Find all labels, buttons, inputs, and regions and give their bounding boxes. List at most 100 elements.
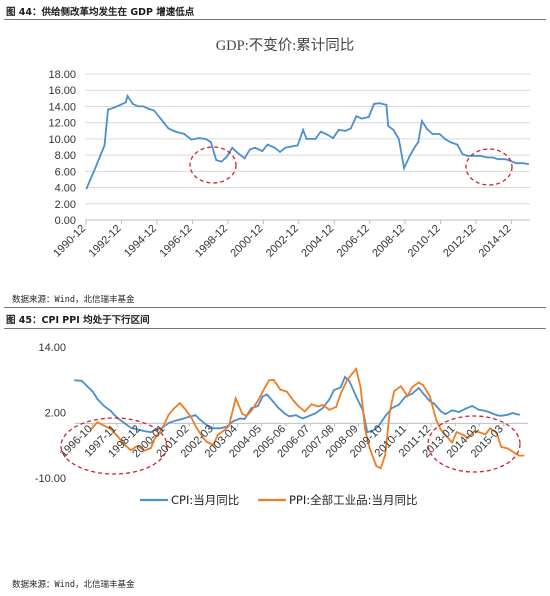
- ppi-data-point: [245, 414, 248, 417]
- ppi-data-point: [393, 390, 395, 393]
- gdp-data-point: [103, 144, 106, 147]
- gdp-data-point: [132, 103, 134, 105]
- cpi-data-point: [174, 419, 177, 422]
- ppi-data-point: [234, 397, 237, 400]
- ppi-data-point: [286, 390, 288, 393]
- ppi-data-point: [513, 452, 516, 454]
- ppi-data-point: [109, 428, 112, 430]
- ppi-data-point: [89, 429, 92, 431]
- figure-45-source: 数据来源：Wind，北信瑞丰基金: [12, 580, 135, 590]
- gdp-x-tick-label: 1992-12: [87, 223, 124, 260]
- gdp-data-point: [360, 117, 363, 120]
- gdp-data-point: [444, 138, 446, 140]
- gdp-data-point: [215, 159, 218, 161]
- gdp-data-point: [231, 146, 234, 149]
- gdp-data-point: [367, 116, 370, 118]
- gdp-data-point: [403, 167, 405, 170]
- cpi-data-point: [199, 418, 201, 421]
- ppi-data-point: [440, 429, 442, 431]
- gdp-data-point: [344, 129, 347, 132]
- ppi-data-point: [272, 378, 275, 381]
- decline-2015-highlight: [427, 415, 521, 473]
- gdp-y-tick-label: 8.00: [55, 150, 76, 162]
- ppi-data-point: [96, 421, 99, 424]
- gdp-data-point: [119, 103, 122, 106]
- cpi-data-point: [85, 384, 88, 387]
- gdp-data-point: [350, 127, 352, 130]
- cpi-data-point: [243, 418, 246, 420]
- ppi-data-point: [364, 428, 366, 431]
- gdp-y-axis: 0.00 2.00 4.00 6.00 8.00 10.00 12.00 14.00 16.00…: [48, 69, 76, 227]
- gdp-data-point: [417, 141, 420, 143]
- cpi-data-point: [96, 398, 99, 400]
- gdp-data-point: [456, 143, 459, 146]
- cpi-data-point: [507, 413, 509, 416]
- ppi-data-point: [507, 447, 509, 450]
- ppi-data-point: [422, 384, 424, 387]
- cpi-data-point: [362, 409, 364, 412]
- cpi-data-point: [250, 407, 253, 409]
- gdp-data-point: [296, 144, 299, 147]
- cpi-data-point: [123, 422, 125, 424]
- gdp-data-point: [279, 151, 281, 153]
- ppi-data-point: [462, 434, 465, 436]
- ppi-data-point: [129, 449, 132, 452]
- cpi-data-point: [103, 405, 105, 407]
- cpi-data-point: [232, 420, 235, 423]
- gdp-data-point: [408, 155, 411, 158]
- ppi-data-point: [478, 431, 480, 434]
- cpi-data-point: [464, 407, 467, 410]
- ppi-data-point: [154, 436, 157, 439]
- gdp-chart-title: GDP:不变价:累计同比: [216, 37, 355, 54]
- cpi-data-point: [339, 386, 342, 389]
- gdp-data-point: [385, 103, 388, 106]
- cpi-data-point: [288, 415, 291, 418]
- ppi-data-point: [179, 402, 181, 405]
- gdp-data-point: [107, 108, 109, 111]
- cpi-data-point: [257, 405, 259, 407]
- legend-cpi-label: CPI:当月同比: [171, 493, 239, 507]
- ppi-data-point: [268, 379, 270, 382]
- caption-rule: [4, 328, 546, 329]
- gdp-data-point: [479, 155, 482, 157]
- cpi-data-point: [451, 409, 453, 412]
- gdp-gridlines: [85, 73, 530, 221]
- gdp-data-point: [378, 102, 381, 105]
- ppi-data-point: [428, 395, 431, 397]
- cpi-data-point: [471, 405, 474, 407]
- section-rule: [4, 307, 546, 308]
- ppi-data-point: [335, 406, 337, 408]
- gdp-data-point: [438, 133, 441, 135]
- cpi-data-point: [187, 416, 190, 418]
- gdp-data-point: [174, 130, 177, 133]
- ppi-data-point: [310, 403, 313, 406]
- cpi-data-point: [344, 376, 346, 378]
- ppi-data-point: [350, 373, 353, 376]
- legend-ppi-label: PPI:全部工业品:当月同比: [289, 493, 418, 507]
- gdp-data-point: [325, 133, 327, 135]
- gdp-data-point: [167, 127, 170, 130]
- ppi-data-point: [216, 434, 219, 436]
- ppi-data-point: [355, 367, 358, 370]
- gdp-data-point: [461, 153, 464, 156]
- ppi-data-point: [339, 393, 342, 395]
- cpi-data-point: [440, 410, 442, 413]
- ppi-data-point: [317, 405, 320, 408]
- gdp-y-tick-label: 10.00: [48, 134, 76, 146]
- gdp-data-point: [291, 145, 294, 148]
- gdp-data-point: [243, 157, 246, 160]
- gdp-data-point: [142, 105, 145, 108]
- ppi-data-point: [444, 434, 447, 436]
- gdp-data-point: [197, 137, 200, 139]
- gdp-data-point: [426, 128, 429, 131]
- cpi-data-point: [205, 424, 208, 426]
- gdp-x-tick-label: 1990-12: [51, 223, 88, 260]
- ppi-data-point: [190, 416, 192, 418]
- ppi-data-point: [455, 431, 458, 434]
- cpi-data-point: [422, 392, 424, 395]
- gdp-data-point: [249, 148, 251, 151]
- trough-1998-highlight: [189, 146, 237, 184]
- figure-45-caption: 图 45：CPI PPI 均处于下行区间: [6, 315, 150, 326]
- cpi-data-point: [92, 390, 94, 393]
- gdp-y-tick-label: 6.00: [55, 166, 76, 178]
